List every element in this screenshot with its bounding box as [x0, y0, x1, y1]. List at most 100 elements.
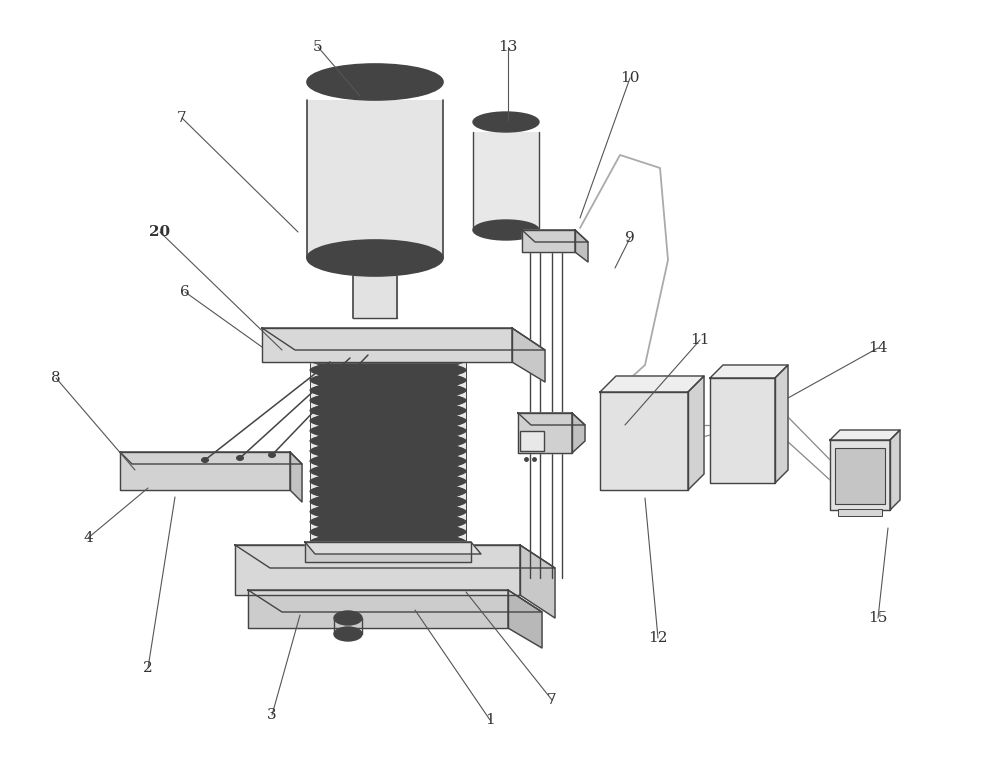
Text: 6: 6 — [180, 285, 190, 299]
Ellipse shape — [318, 527, 458, 537]
Text: 15: 15 — [868, 611, 888, 625]
Polygon shape — [775, 365, 788, 483]
Ellipse shape — [310, 412, 466, 430]
Ellipse shape — [318, 406, 458, 416]
Ellipse shape — [310, 523, 466, 541]
Polygon shape — [575, 230, 588, 262]
Ellipse shape — [268, 453, 276, 457]
Bar — [838, 509, 882, 516]
Text: 5: 5 — [313, 40, 323, 54]
Polygon shape — [600, 376, 704, 392]
Ellipse shape — [318, 486, 458, 496]
Ellipse shape — [310, 381, 466, 399]
Polygon shape — [710, 365, 788, 378]
Polygon shape — [522, 230, 575, 252]
Ellipse shape — [310, 472, 466, 490]
Ellipse shape — [318, 446, 458, 456]
Ellipse shape — [318, 537, 458, 547]
Ellipse shape — [318, 476, 458, 486]
Polygon shape — [572, 413, 585, 453]
Polygon shape — [890, 430, 900, 510]
Text: 9: 9 — [625, 231, 635, 245]
Text: 8: 8 — [51, 371, 61, 385]
Polygon shape — [262, 328, 512, 362]
Polygon shape — [688, 376, 704, 490]
Ellipse shape — [310, 351, 466, 369]
Polygon shape — [520, 545, 555, 618]
Text: 10: 10 — [620, 71, 640, 85]
Polygon shape — [710, 378, 775, 483]
Ellipse shape — [310, 442, 466, 460]
Polygon shape — [473, 132, 539, 230]
Polygon shape — [522, 230, 588, 242]
Ellipse shape — [310, 503, 466, 521]
Polygon shape — [120, 452, 302, 464]
Polygon shape — [248, 590, 542, 612]
Text: 11: 11 — [690, 333, 710, 347]
Ellipse shape — [310, 533, 466, 551]
Ellipse shape — [307, 240, 443, 276]
Ellipse shape — [318, 426, 458, 436]
Text: 20: 20 — [149, 225, 171, 239]
Ellipse shape — [318, 375, 458, 385]
Ellipse shape — [310, 402, 466, 420]
Ellipse shape — [310, 422, 466, 440]
Polygon shape — [830, 430, 900, 440]
Ellipse shape — [473, 220, 539, 240]
Ellipse shape — [310, 392, 466, 410]
Polygon shape — [305, 542, 471, 562]
Ellipse shape — [334, 611, 362, 625]
Ellipse shape — [307, 64, 443, 100]
Text: 4: 4 — [83, 531, 93, 545]
Ellipse shape — [318, 496, 458, 507]
Ellipse shape — [318, 517, 458, 527]
Ellipse shape — [310, 462, 466, 480]
Polygon shape — [248, 590, 508, 628]
Polygon shape — [512, 328, 545, 382]
Polygon shape — [235, 545, 520, 595]
Ellipse shape — [310, 513, 466, 531]
Text: 7: 7 — [177, 111, 187, 125]
Polygon shape — [235, 545, 555, 568]
Ellipse shape — [318, 365, 458, 375]
Polygon shape — [290, 452, 302, 502]
Ellipse shape — [237, 456, 244, 460]
Polygon shape — [305, 542, 481, 554]
Ellipse shape — [318, 355, 458, 365]
Ellipse shape — [318, 466, 458, 476]
Polygon shape — [307, 100, 443, 258]
Ellipse shape — [310, 371, 466, 389]
Polygon shape — [120, 452, 290, 490]
Ellipse shape — [310, 493, 466, 511]
Ellipse shape — [473, 112, 539, 132]
Ellipse shape — [318, 416, 458, 426]
Text: 7: 7 — [547, 693, 557, 707]
Ellipse shape — [310, 432, 466, 450]
Polygon shape — [353, 276, 397, 318]
Text: 1: 1 — [485, 713, 495, 727]
Ellipse shape — [318, 385, 458, 395]
Polygon shape — [830, 440, 890, 510]
Text: 2: 2 — [143, 661, 153, 675]
Text: 14: 14 — [868, 341, 888, 355]
Ellipse shape — [318, 395, 458, 406]
Ellipse shape — [202, 457, 208, 463]
Bar — [835, 448, 885, 504]
Text: 13: 13 — [498, 40, 518, 54]
Polygon shape — [262, 328, 545, 350]
Ellipse shape — [310, 361, 466, 379]
Ellipse shape — [318, 436, 458, 446]
Polygon shape — [508, 590, 542, 648]
Polygon shape — [600, 392, 688, 490]
Polygon shape — [518, 413, 572, 453]
Ellipse shape — [318, 456, 458, 466]
Polygon shape — [518, 413, 585, 425]
Ellipse shape — [318, 507, 458, 517]
Polygon shape — [310, 360, 466, 542]
Bar — [520, 431, 544, 451]
Text: 12: 12 — [648, 631, 668, 645]
Ellipse shape — [310, 482, 466, 500]
Ellipse shape — [310, 452, 466, 470]
Ellipse shape — [334, 627, 362, 641]
Text: 3: 3 — [267, 708, 277, 722]
